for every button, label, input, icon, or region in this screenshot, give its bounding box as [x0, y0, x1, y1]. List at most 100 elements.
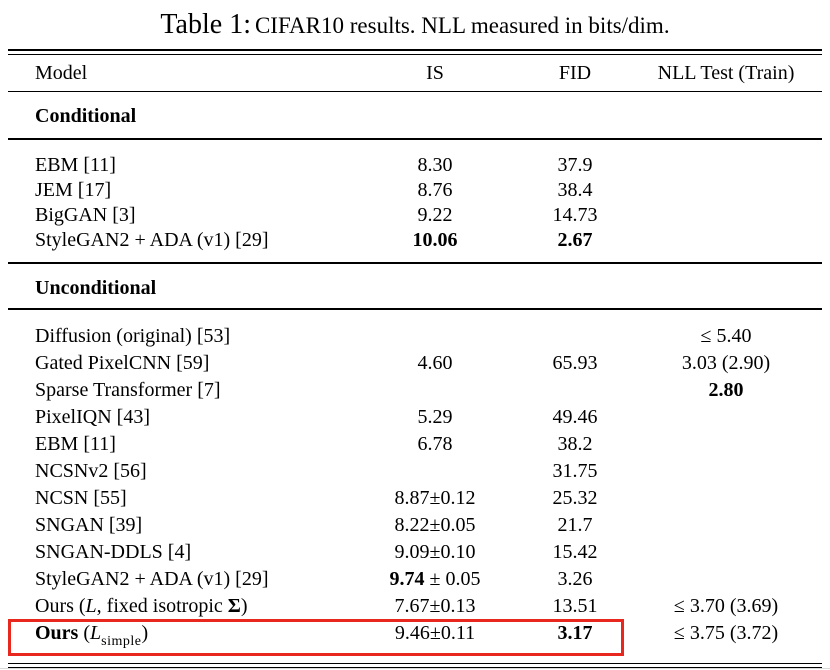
fid-cell: 37.9: [557, 154, 593, 176]
model-cell: StyleGAN2 + ADA (v1) [29]: [35, 568, 269, 590]
table-caption: Table 1: CIFAR10 results. NLL measured i…: [0, 0, 830, 46]
table-row: Diffusion (original) [53] ≤ 5.40: [8, 323, 822, 350]
is-cell: 8.87±0.12: [394, 487, 476, 509]
table-row: PixelIQN [43] 5.29 49.46: [8, 404, 822, 431]
fid-cell: 15.42: [552, 541, 598, 563]
table-row: StyleGAN2 + ADA (v1) [29] 9.74 ± 0.05 3.…: [8, 566, 822, 593]
table-section: Unconditional Diffusion (original) [53] …: [8, 262, 822, 663]
model-cell: SNGAN-DDLS [4]: [35, 541, 192, 563]
text-run: L: [85, 595, 97, 617]
table-row: Ours (Lsimple) 9.46±0.11 3.17 ≤ 3.75 (3.…: [8, 619, 822, 656]
table-row: JEM [17] 8.76 38.4: [8, 178, 822, 203]
model-cell: NCSNv2 [56]: [35, 460, 147, 482]
text-run: Σ: [227, 595, 241, 617]
model-cell: SNGAN [39]: [35, 514, 143, 536]
section-rows: Diffusion (original) [53] ≤ 5.40 Gated P…: [8, 310, 822, 663]
table-row: Gated PixelCNN [59] 4.60 65.93 3.03 (2.9…: [8, 350, 822, 377]
nll-cell: [630, 458, 822, 485]
model-cell: EBM [11]: [35, 154, 116, 176]
text-run: 10.06: [412, 229, 458, 251]
is-cell: 7.67±0.13: [394, 595, 476, 617]
fid-cell: 38.4: [557, 179, 593, 201]
model-cell: Gated PixelCNN [59]: [35, 352, 210, 374]
is-cell: 8.22±0.05: [394, 514, 476, 536]
model-cell: PixelIQN [43]: [35, 406, 150, 428]
model-cell: EBM [11]: [35, 433, 116, 455]
fid-cell: 13.51: [552, 595, 598, 617]
nll-cell: [630, 404, 822, 431]
page-edge-line: [0, 668, 830, 669]
is-cell: 6.78: [417, 433, 453, 455]
table-row: Sparse Transformer [7] 2.80: [8, 377, 822, 404]
table-row: EBM [11] 8.30 37.9: [8, 153, 822, 178]
fid-cell: 31.75: [552, 460, 598, 482]
nll-cell: [630, 228, 822, 253]
text-run: 3.17: [557, 622, 593, 644]
is-cell: 9.46±0.11: [394, 622, 476, 644]
table-row: SNGAN-DDLS [4] 9.09±0.10 15.42: [8, 539, 822, 566]
column-header-nll: NLL Test (Train): [657, 61, 795, 84]
text-run: Ours: [35, 622, 79, 644]
table-section: Conditional EBM [11] 8.30 37.9 JEM [17] …: [8, 92, 822, 262]
is-cell: 5.29: [417, 406, 453, 428]
model-cell: Sparse Transformer [7]: [35, 379, 221, 401]
is-cell: 9.09±0.10: [394, 541, 476, 563]
fid-cell: 65.93: [552, 352, 598, 374]
is-cell: 8.30: [417, 154, 453, 176]
is-cell: 10.06: [350, 228, 520, 253]
column-header-row: Model IS FID NLL Test (Train): [8, 55, 822, 91]
text-run: simple: [101, 633, 142, 649]
is-cell: 4.60: [417, 352, 453, 374]
fid-cell: 14.73: [552, 204, 598, 226]
is-cell: 8.76: [417, 179, 453, 201]
nll-cell: [630, 512, 822, 539]
column-header-fid: FID: [558, 61, 592, 84]
nll-cell: [630, 153, 822, 178]
model-cell: Ours (Lsimple): [8, 620, 350, 655]
fid-cell: 3.17: [520, 620, 630, 655]
nll-cell: ≤ 5.40: [700, 325, 752, 347]
column-header-model: Model: [35, 61, 88, 84]
table-row: EBM [11] 6.78 38.2: [8, 431, 822, 458]
text-run: 2.67: [557, 229, 593, 251]
text-run: 9.74: [389, 568, 425, 590]
model-cell: JEM [17]: [35, 179, 112, 201]
text-run: ): [141, 622, 149, 644]
fid-cell: 38.2: [557, 433, 593, 455]
header-rule: [8, 91, 822, 92]
text-run: ± 0.05: [424, 568, 481, 590]
fid-cell: 25.32: [552, 487, 598, 509]
is-cell: [350, 377, 520, 404]
fid-cell: 3.26: [557, 568, 593, 590]
table-row: SNGAN [39] 8.22±0.05 21.7: [8, 512, 822, 539]
table-row: BigGAN [3] 9.22 14.73: [8, 203, 822, 228]
nll-cell: 2.80: [630, 377, 822, 404]
section-header: Conditional: [35, 105, 137, 127]
table-row: NCSNv2 [56] 31.75: [8, 458, 822, 485]
section-rows: EBM [11] 8.30 37.9 JEM [17] 8.76 38.4 Bi…: [8, 140, 822, 262]
column-header-is: IS: [426, 61, 444, 84]
results-table: Model IS FID NLL Test (Train) Conditiona…: [8, 49, 822, 669]
fid-cell: 2.67: [520, 228, 630, 253]
is-cell: 9.74 ± 0.05: [350, 566, 520, 593]
top-rule: [8, 49, 822, 55]
nll-cell: ≤ 3.70 (3.69): [673, 595, 779, 617]
model-cell: NCSN [55]: [35, 487, 127, 509]
nll-cell: [630, 485, 822, 512]
table-row: Ours (L, fixed isotropic Σ) 7.67±0.13 13…: [8, 593, 822, 620]
fid-cell: 21.7: [557, 514, 593, 536]
table-caption-label: Table 1:: [160, 9, 251, 40]
text-run: Ours (: [35, 595, 86, 617]
section-header-rule: [8, 138, 822, 140]
nll-cell: [630, 566, 822, 593]
model-cell: BigGAN [3]: [35, 204, 136, 226]
text-run: ): [240, 595, 248, 617]
nll-cell: 3.03 (2.90): [681, 352, 771, 374]
nll-cell: ≤ 3.75 (3.72): [673, 622, 779, 644]
table-row: StyleGAN2 + ADA (v1) [29] 10.06 2.67: [8, 228, 822, 253]
section-header: Unconditional: [35, 277, 157, 299]
fid-cell: [520, 323, 630, 350]
table-row: NCSN [55] 8.87±0.12 25.32: [8, 485, 822, 512]
table-caption-text: CIFAR10 results. NLL measured in bits/di…: [254, 13, 670, 38]
